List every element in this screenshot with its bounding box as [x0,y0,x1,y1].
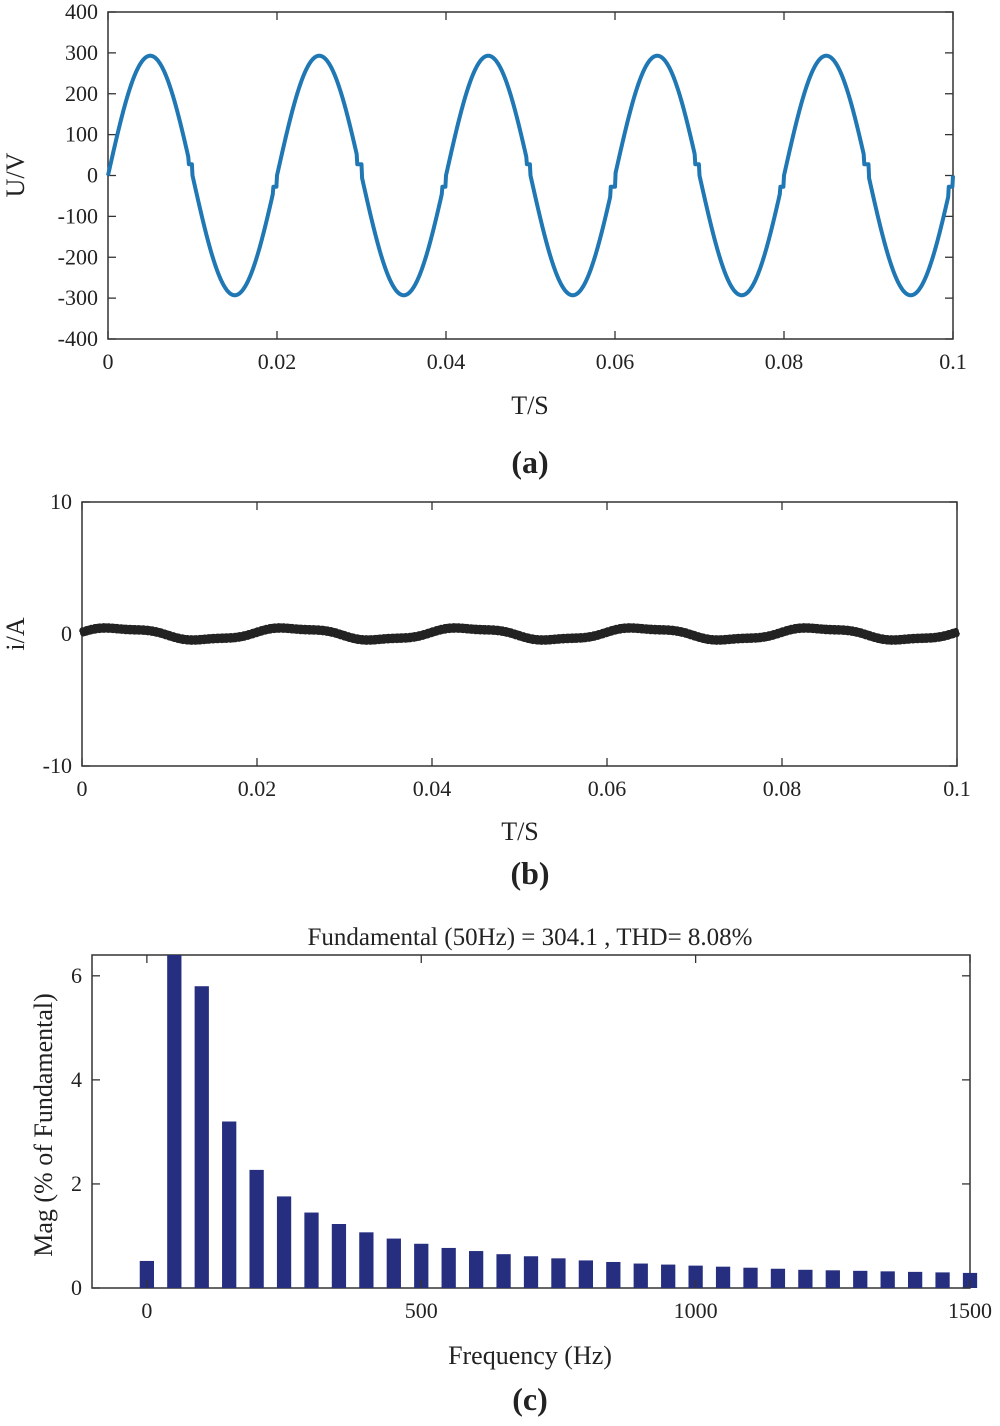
y-axis-label-a: U/V [1,152,30,197]
harmonic-bar [249,1169,264,1288]
y-tick-labels-a: 400 300 200 100 0 -100 -200 -300 -400 [58,0,98,351]
harmonic-bar [688,1265,703,1288]
harmonic-bar [468,1251,484,1288]
harmonic-bar [715,1266,731,1288]
harmonic-bar [551,1258,566,1288]
bars-c [139,955,978,1288]
harmonic-bar [441,1247,456,1288]
y-tick-labels-b: 10 0 -10 [43,489,72,778]
current-waveform-line [79,623,960,645]
harmonic-bar [661,1264,676,1288]
y-tick-label: -100 [58,203,98,228]
caption-a: (a) [511,444,548,480]
y-axis-label-c: Mag (% of Fundamental) [29,993,58,1257]
harmonic-bar [167,955,182,1288]
harmonic-bar [359,1232,374,1288]
chart-title-c: Fundamental (50Hz) = 304.1 , THD= 8.08% [307,924,752,951]
x-tick-label: 0.06 [596,349,635,374]
y-tick-label: -400 [58,326,98,351]
harmonic-bar [139,1260,155,1288]
panel-a-voltage-chart: 0 0.02 0.04 0.06 0.08 0.1 400 300 200 100 0 -100 -2… [1,0,967,480]
x-axis-label-a: T/S [511,391,549,420]
voltage-waveform-line [106,53,955,298]
y-tick-label: 10 [50,489,72,514]
x-tick-label: 0 [141,1298,152,1323]
x-axis-label-b: T/S [501,817,539,846]
y-tick-label: -200 [58,244,98,269]
x-tick-labels-c: 0 500 1000 1500 [141,1298,992,1323]
x-tick-label: 1000 [674,1298,718,1323]
plot-area-c [91,954,971,1289]
x-tick-labels-a: 0 0.02 0.04 0.06 0.08 0.1 [103,349,967,374]
x-tick-label: 0.08 [765,349,804,374]
x-tick-label: 0.06 [588,776,627,801]
panel-c-harmonic-spectrum: Fundamental (50Hz) = 304.1 , THD= 8.08% … [29,924,992,1417]
x-tick-label: 0.1 [939,349,967,374]
panel-b-current-chart: 0 0.02 0.04 0.06 0.08 0.1 100-10 T/S i/A (b) [1,489,971,891]
harmonic-bar [770,1268,786,1288]
harmonic-bar [935,1272,950,1288]
harmonic-bar [798,1269,813,1288]
x-tick-label: 1500 [948,1298,992,1323]
ticks-c [92,955,971,1289]
x-tick-label: 0.1 [943,776,971,801]
harmonic-bar [907,1271,923,1288]
x-tick-label: 0.04 [413,776,452,801]
harmonic-bar [414,1243,429,1288]
y-tick-label: 300 [65,40,98,65]
x-tick-labels-b: 0 0.02 0.04 0.06 0.08 0.1 [77,776,971,801]
harmonic-bar [194,986,209,1288]
ticks-b [81,501,958,767]
x-axis-label-c: Frequency (Hz) [448,1341,612,1370]
y-tick-label: 400 [65,0,98,24]
harmonic-bar [523,1256,539,1288]
y-tick-label: 4 [71,1067,82,1092]
harmonic-bar [743,1267,758,1288]
harmonic-bar [386,1238,401,1288]
x-tick-label: 0.04 [427,349,466,374]
harmonic-bar [633,1263,648,1288]
x-tick-label: 0 [77,776,88,801]
x-tick-label: 500 [405,1298,438,1323]
harmonic-bar [222,1121,237,1288]
harmonic-bar [496,1254,511,1288]
harmonic-bar [578,1260,594,1288]
harmonic-bar [304,1212,319,1288]
harmonic-bar [825,1270,840,1288]
harmonic-bar [880,1271,895,1288]
y-tick-label: 2 [71,1171,82,1196]
x-tick-label: 0 [103,349,114,374]
caption-c: (c) [512,1381,548,1417]
harmonic-bar [331,1224,347,1288]
y-axis-label-b: i/A [1,617,30,650]
harmonic-bar [606,1261,621,1288]
x-tick-label: 0.08 [763,776,802,801]
y-tick-label: 100 [65,122,98,147]
y-tick-label: 200 [65,81,98,106]
y-tick-label: -300 [58,285,98,310]
harmonic-bar [276,1196,292,1288]
y-tick-label: -10 [43,753,72,778]
y-tick-label: 6 [71,963,82,988]
y-tick-labels-c: 0 2 4 6 [71,963,82,1300]
harmonic-bar [853,1270,868,1288]
y-tick-label: 0 [61,621,72,646]
x-tick-label: 0.02 [238,776,277,801]
x-tick-label: 0.02 [258,349,297,374]
y-tick-label: 0 [71,1275,82,1300]
caption-b: (b) [510,855,549,891]
y-tick-label: 0 [87,163,98,188]
